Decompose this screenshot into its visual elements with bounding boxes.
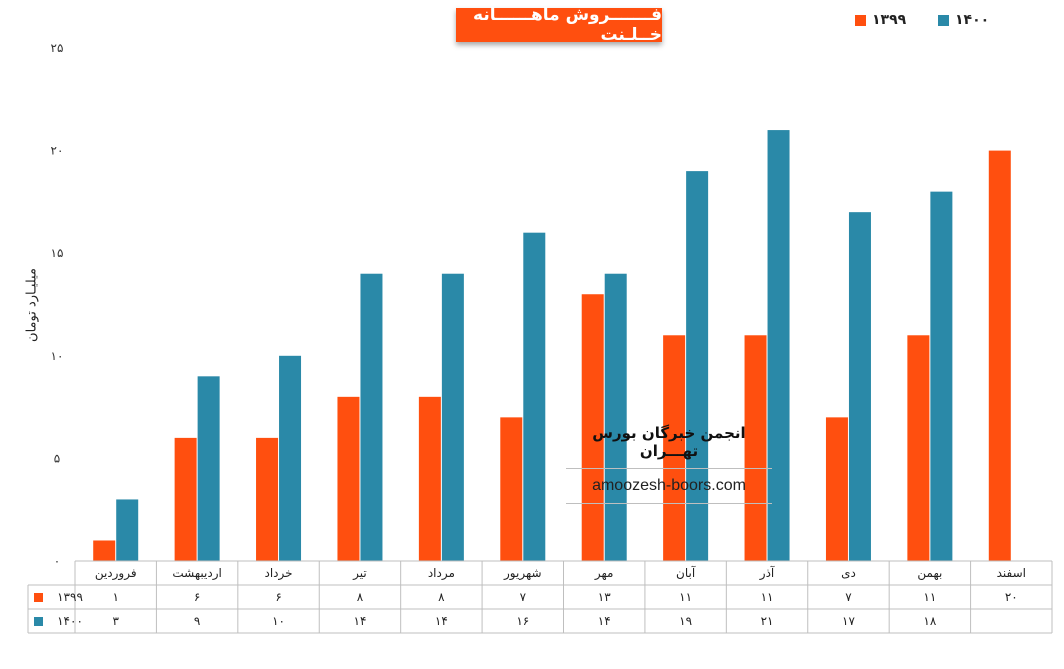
legend-swatch-1400 <box>938 14 949 26</box>
table-row-header: ۱۳۹۹ <box>57 590 83 604</box>
bar-1399 <box>581 294 604 561</box>
table-cell-value: ۸ <box>438 590 445 604</box>
legend-swatch-1399 <box>855 14 866 26</box>
bar-1399 <box>418 396 441 561</box>
table-cell-value: ۲۱ <box>761 614 774 628</box>
x-tick-label: اسفند <box>997 566 1026 580</box>
bar-1399 <box>988 150 1011 561</box>
bar-1399 <box>500 417 523 561</box>
table-cell-value: ۱۴ <box>598 614 611 628</box>
table-cell-value: ۱۸ <box>923 614 936 628</box>
table-cell-value: ۱۴ <box>435 614 448 628</box>
bar-1400 <box>848 212 871 561</box>
x-tick-label: تیر <box>352 566 367 581</box>
table-cell-value: ۱۱ <box>679 590 692 604</box>
table-cell-value: ۱۷ <box>842 614 855 628</box>
watermark: انجمن خبرگان بورس تهـــران amoozesh-boor… <box>566 424 772 512</box>
y-tick-label: ۰ <box>54 554 60 568</box>
y-tick-label: ۵ <box>54 451 60 465</box>
table-cell-value: ۱ <box>112 590 118 604</box>
table-cell-value: ۱۳ <box>598 590 611 604</box>
y-tick-label: ۱۵ <box>51 246 64 260</box>
watermark-title: انجمن خبرگان بورس تهـــران <box>592 424 746 460</box>
bar-1400 <box>441 273 464 561</box>
bar-1399 <box>825 417 848 561</box>
bar-1400 <box>767 130 790 561</box>
watermark-divider-bottom <box>566 503 772 504</box>
bar-1400 <box>279 355 302 561</box>
bar-1400 <box>604 273 627 561</box>
table-legend-swatch <box>34 593 43 602</box>
table-cell-value: ۶ <box>275 590 281 604</box>
x-tick-label: دی <box>841 566 856 580</box>
table-legend-swatch <box>34 617 43 626</box>
bar-1399 <box>337 396 360 561</box>
legend-item-1399: ۱۳۹۹ <box>855 12 906 28</box>
table-cell-value: ۳ <box>112 614 119 628</box>
bar-1400 <box>930 191 953 561</box>
x-tick-label: آبان <box>676 565 696 580</box>
table-cell-value: ۷ <box>845 590 852 604</box>
table-cell-value: ۱۱ <box>923 590 936 604</box>
x-tick-label: مهر <box>594 566 614 581</box>
bar-1400 <box>197 376 220 561</box>
legend-label-1399: ۱۳۹۹ <box>872 12 907 28</box>
x-tick-label: خرداد <box>265 566 293 581</box>
x-tick-label: آذر <box>759 565 775 581</box>
x-tick-label: اردیبهشت <box>172 566 221 581</box>
chart-title: فـــــــروش ماهــــــانه خــلـنت <box>456 5 662 45</box>
y-axis-label: میلیـارد تومان <box>24 268 40 342</box>
bar-1400 <box>116 499 139 561</box>
table-cell-value: ۱۹ <box>679 614 692 628</box>
x-tick-label: مرداد <box>428 566 455 581</box>
bar-1400 <box>523 232 546 561</box>
bar-1399 <box>256 437 279 561</box>
table-cell-value: ۱۰ <box>272 614 285 628</box>
table-cell-value: ۷ <box>520 590 527 604</box>
watermark-url: amoozesh-boors.com <box>592 477 746 494</box>
watermark-divider <box>566 468 772 469</box>
bar-1399 <box>907 335 930 561</box>
bar-1400 <box>686 171 709 561</box>
x-tick-label: شهریور <box>503 566 542 581</box>
table-cell-value: ۱۶ <box>516 614 529 628</box>
table-cell-value: ۱۴ <box>354 614 367 628</box>
table-cell-value: ۱۱ <box>761 590 774 604</box>
bar-1399 <box>744 335 767 561</box>
legend-label-1400: ۱۴۰۰ <box>955 12 990 28</box>
y-tick-label: ۲۰ <box>51 144 64 158</box>
bar-1399 <box>93 540 116 561</box>
table-row-header: ۱۴۰۰ <box>57 614 83 628</box>
table-cell-value: ۸ <box>357 590 364 604</box>
y-tick-label: ۱۰ <box>51 349 64 363</box>
bar-1400 <box>360 273 383 561</box>
legend-item-1400: ۱۴۰۰ <box>938 12 989 28</box>
y-tick-label: ۲۵ <box>51 41 64 55</box>
bar-1399 <box>174 437 197 561</box>
x-tick-label: بهمن <box>917 566 942 581</box>
table-cell-value: ۲۰ <box>1005 590 1018 604</box>
x-tick-label: فروردین <box>95 566 137 581</box>
bar-1399 <box>663 335 686 561</box>
table-cell-value: ۶ <box>194 590 200 604</box>
table-cell-value: ۹ <box>194 614 200 628</box>
